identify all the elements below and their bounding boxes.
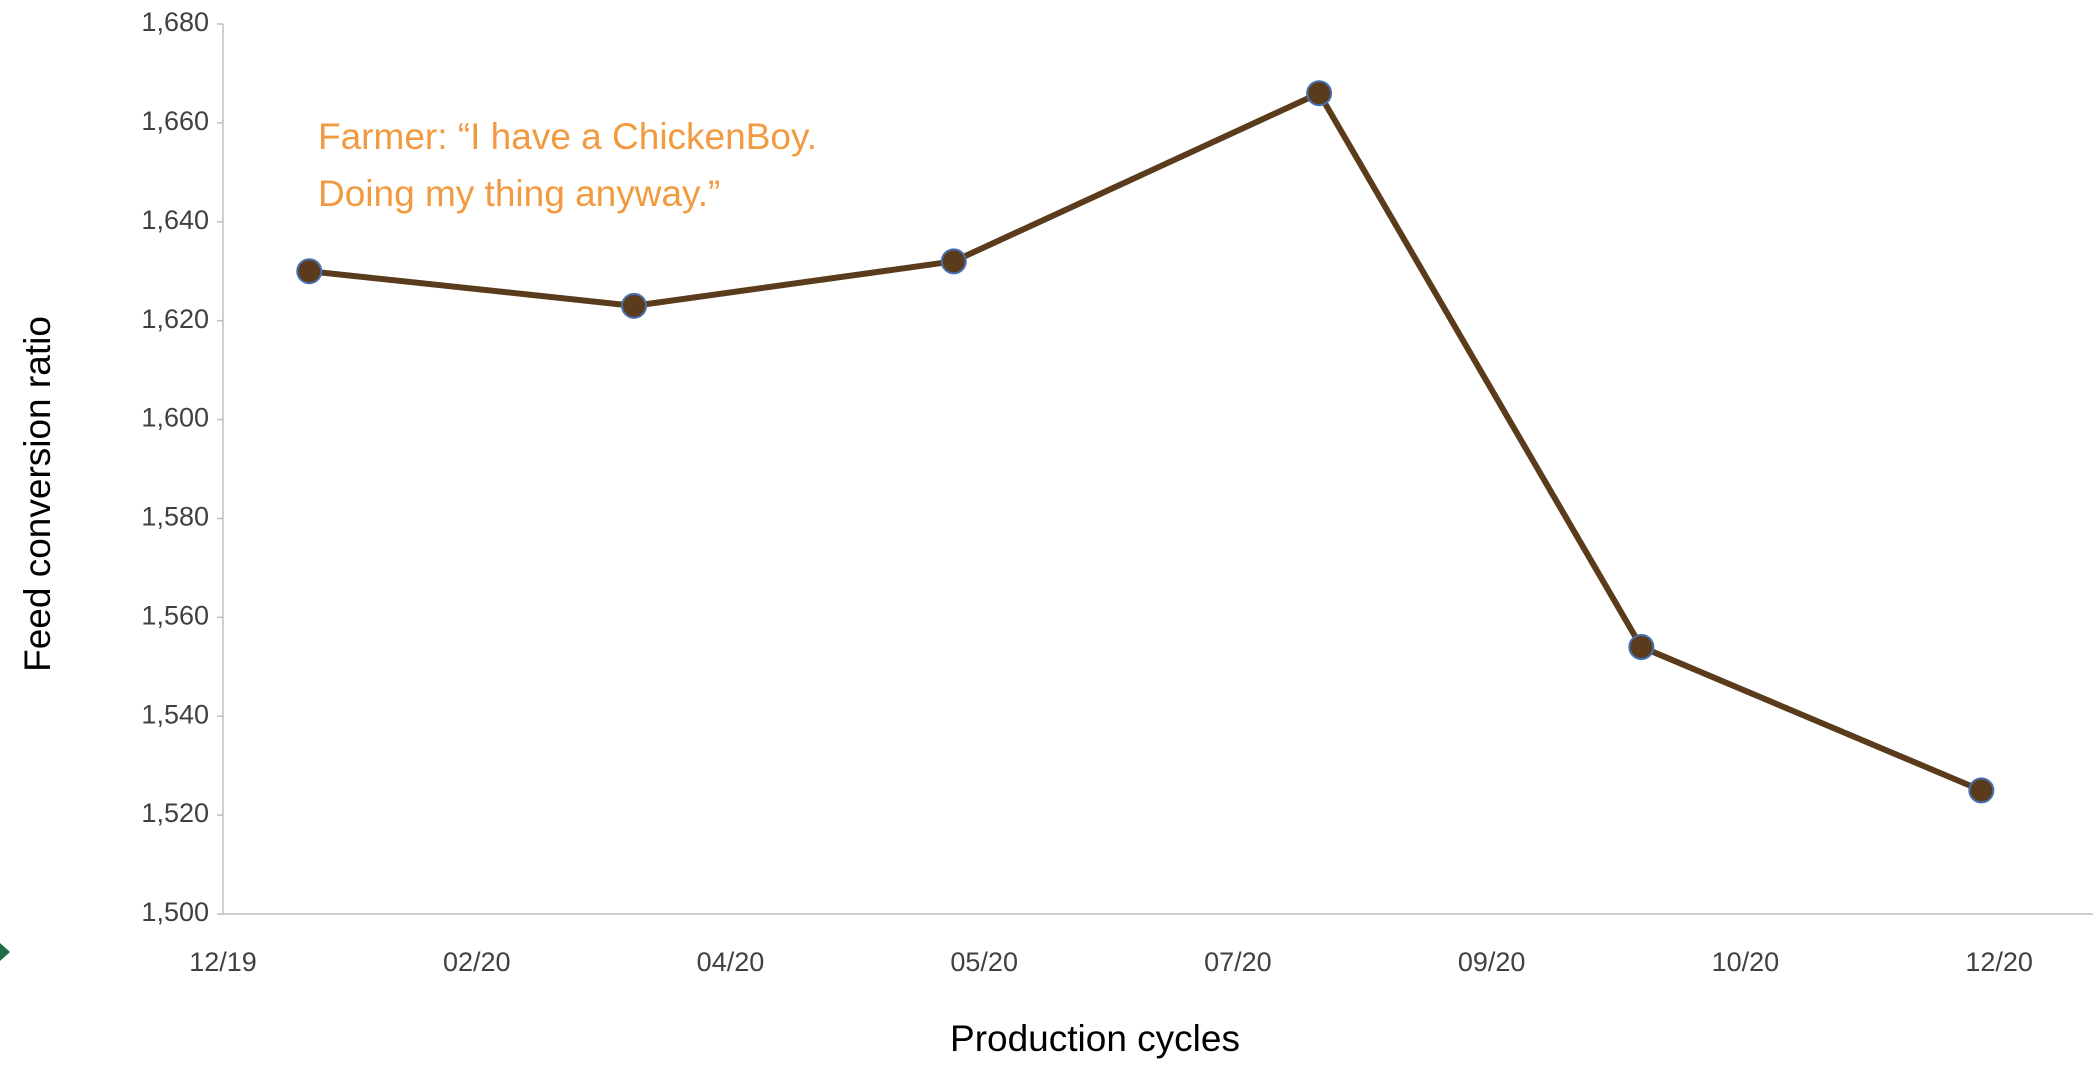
y-tick-label: 1,560 <box>141 600 209 630</box>
x-tick-label: 12/19 <box>189 947 257 977</box>
x-tick-label: 05/20 <box>950 947 1018 977</box>
y-tick-label: 1,580 <box>141 502 209 532</box>
marker <box>940 248 967 275</box>
y-tick-label: 1,640 <box>141 205 209 235</box>
y-tick-label: 1,500 <box>141 897 209 927</box>
x-tick-label: 09/20 <box>1458 947 1526 977</box>
y-tick-label: 1,600 <box>141 403 209 433</box>
marker <box>621 292 648 319</box>
annotation: Doing my thing anyway.” <box>318 173 720 214</box>
y-tick-label: 1,680 <box>141 7 209 37</box>
x-tick-label: 07/20 <box>1204 947 1272 977</box>
y-tick-label: 1,540 <box>141 699 209 729</box>
marker <box>1306 80 1333 107</box>
marker <box>1968 777 1995 804</box>
marker <box>1628 634 1655 660</box>
x-axis-title: Production cycles <box>950 1018 1240 1059</box>
x-tick-label: 10/20 <box>1712 947 1780 977</box>
line <box>308 90 1983 794</box>
x-tick-label: 04/20 <box>697 947 765 977</box>
y-tick-label: 1,620 <box>141 304 209 334</box>
x-tick-label: 02/20 <box>443 947 511 977</box>
y-axis-title: Feed conversion ratio <box>17 316 58 672</box>
y-tick-label: 1,660 <box>141 106 209 136</box>
annotation: Farmer: “I have a ChickenBoy. <box>318 116 817 157</box>
decor-arrow <box>0 943 10 961</box>
y-tick-label: 1,520 <box>141 798 209 828</box>
marker <box>296 258 323 285</box>
x-tick-label: 12/20 <box>1965 947 2033 977</box>
